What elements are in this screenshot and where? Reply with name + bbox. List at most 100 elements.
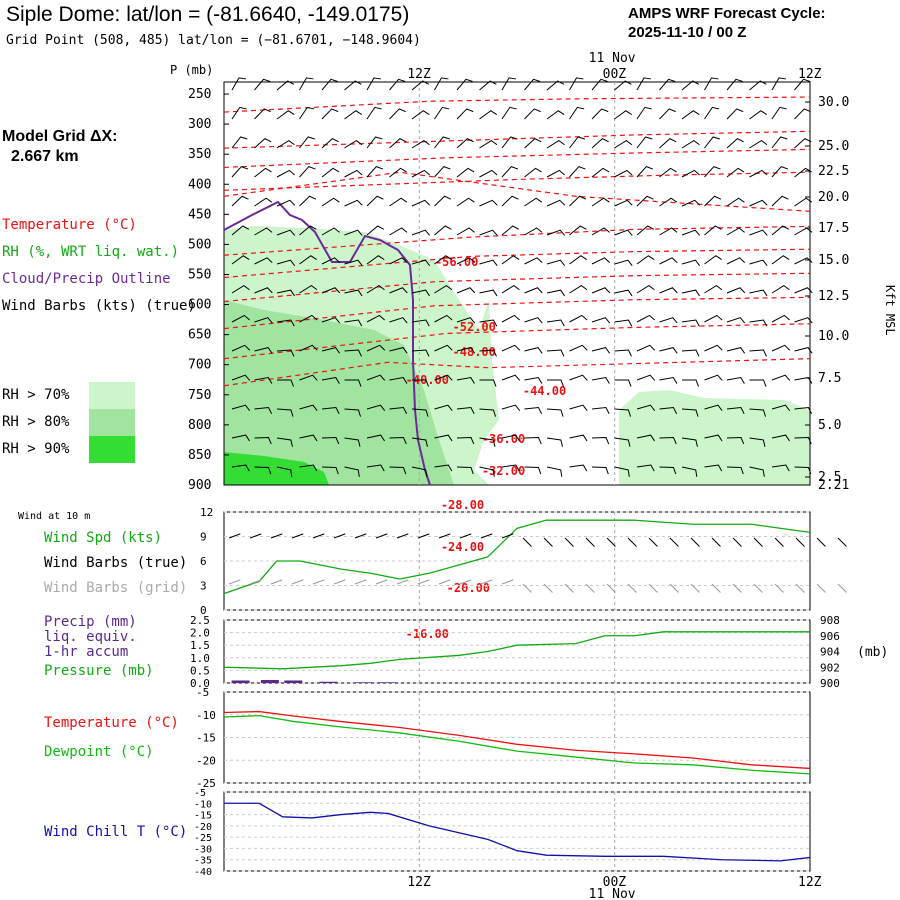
grid-point-subtitle: Grid Point (508, 485) lat/lon = (−81.670… [6, 33, 421, 48]
wind-barb [299, 195, 317, 207]
wind-barb [771, 284, 790, 294]
wind-barb [277, 379, 295, 387]
pressure-line [223, 631, 810, 670]
wind-barb [366, 374, 386, 381]
wind-barb [681, 289, 700, 297]
wind-barb-grid [606, 583, 616, 593]
wind-barb [479, 349, 497, 357]
wind-barb-true [291, 533, 304, 539]
wind-barb [704, 404, 723, 412]
wind-barb [456, 138, 474, 149]
wind-barb [794, 317, 813, 324]
wind-barb [591, 257, 611, 265]
wind-barb [276, 110, 295, 120]
legend-wind-speed: Wind Spd (kts) [44, 530, 162, 546]
wind-barb [411, 289, 430, 297]
precip-tick: 1.0 [190, 652, 210, 665]
wind-barb [479, 289, 498, 297]
wind-barb-true [375, 533, 388, 539]
wind-barb [636, 195, 654, 207]
pressure-label: 500 [188, 237, 211, 252]
wind-barb [411, 229, 431, 236]
wind-barb [366, 166, 384, 178]
wind-barb [254, 436, 272, 445]
wind-barb [749, 349, 767, 357]
wind-barb [479, 437, 496, 447]
isotherm-line [223, 96, 811, 113]
wind-barb [659, 138, 677, 149]
wind-barb [254, 227, 273, 236]
wind-barb [456, 197, 475, 207]
wind-barb [704, 284, 723, 294]
wind-barb-grid [585, 583, 595, 593]
wind-barb [546, 110, 565, 120]
wind-barb [771, 434, 790, 442]
temp-tick: -5 [196, 686, 209, 699]
wind-barb [366, 195, 384, 207]
wind-barb [411, 169, 430, 178]
wind-barb [411, 408, 429, 417]
wind-barb [501, 136, 518, 149]
wind-barb [456, 287, 476, 294]
wind-barb [591, 78, 608, 91]
wind-barb [546, 229, 566, 236]
wind-barb-grid [228, 579, 241, 585]
wind-barb [726, 78, 743, 91]
wind-barb-grid [249, 579, 262, 585]
wind-barb [546, 349, 565, 357]
wind-barb [501, 166, 519, 178]
wind-barb [231, 434, 250, 442]
height-label: 17.5 [818, 221, 849, 236]
wind-barb [569, 77, 584, 91]
wind-barb [456, 227, 475, 236]
wind-barb [524, 108, 541, 120]
precip-bar [284, 680, 303, 683]
pressure-label: 250 [188, 87, 211, 102]
wind-barb [389, 347, 408, 354]
wind-barb-true [501, 533, 514, 539]
wind-barb [389, 436, 407, 445]
wind-barb [726, 167, 745, 178]
windchill-tick: -10 [194, 799, 212, 810]
rh70-region-right [619, 390, 810, 485]
wind-barb [479, 139, 498, 149]
height-axis-label: Kft MSL [883, 285, 897, 336]
wind-barb [726, 227, 745, 236]
precip-frame [223, 619, 811, 684]
wind-barb [681, 199, 701, 207]
wind-barb [434, 284, 453, 294]
wind-barb [231, 464, 250, 472]
wind-barb [321, 466, 339, 475]
wind-barb [681, 466, 698, 477]
wind-barb [659, 167, 677, 178]
wind-barb [681, 349, 700, 357]
wind-speed-line [223, 519, 811, 595]
wind-barb [254, 347, 273, 354]
wind-barb [321, 138, 339, 149]
wind-barb [749, 229, 768, 236]
wind-barb [501, 434, 520, 442]
wind-barb [344, 199, 363, 207]
wind-barb [524, 347, 543, 354]
wind-barb [389, 377, 408, 384]
wind-barb [479, 379, 497, 387]
date-label-bottom: 11 Nov [589, 887, 636, 900]
wind-barb-true [732, 537, 742, 547]
wind-barb [344, 437, 361, 447]
wind-barb [411, 319, 430, 327]
legend-surface-temp: Temperature (°C) [44, 715, 179, 731]
wind-barb [501, 77, 516, 91]
wind-barb [501, 374, 521, 381]
wind-barb [456, 257, 476, 265]
wind-barb [321, 407, 340, 414]
wind-barb [771, 136, 788, 149]
precip-bar [260, 679, 279, 683]
wind-barb [749, 139, 768, 149]
wind-barb [614, 229, 633, 236]
legend-rh70: RH > 70% [2, 387, 70, 403]
wind-barb [569, 255, 587, 265]
wind-barb [546, 319, 565, 327]
wind-barb [569, 464, 588, 472]
wind-barb [321, 377, 340, 384]
